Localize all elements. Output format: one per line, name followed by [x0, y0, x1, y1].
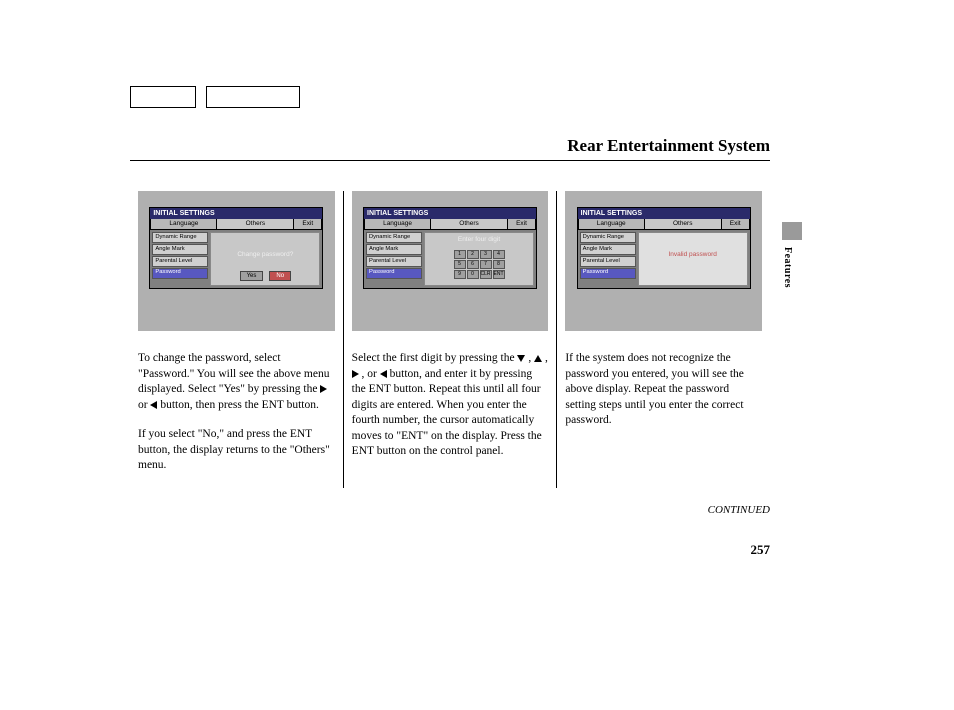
- column-1: INITIAL SETTINGS Language Others Exit Dy…: [130, 191, 343, 488]
- menu-item: Parental Level: [366, 256, 422, 267]
- screen-panel: Change password? Yes No: [210, 232, 320, 286]
- menu-item: Dynamic Range: [366, 232, 422, 243]
- tab-exit: Exit: [722, 219, 750, 230]
- screen-panel: Enter four digit 1234 5678 90CLRENT: [424, 232, 534, 286]
- col1-para2: If you select "No," and press the ENT bu…: [138, 427, 335, 474]
- text: To change the password, select "Password…: [138, 352, 329, 395]
- screen-header: INITIAL SETTINGS: [364, 208, 536, 219]
- page-number: 257: [751, 542, 771, 558]
- screenshot-3: INITIAL SETTINGS Language Others Exit Dy…: [565, 191, 762, 331]
- tab-others: Others: [431, 219, 508, 230]
- right-arrow-icon: [352, 370, 359, 378]
- column-3: INITIAL SETTINGS Language Others Exit Dy…: [556, 191, 770, 488]
- keypad-key: 4: [493, 250, 505, 259]
- menu-item: Dynamic Range: [152, 232, 208, 243]
- left-arrow-icon: [150, 401, 157, 409]
- menu-item: Dynamic Range: [580, 232, 636, 243]
- menu-item: Angle Mark: [366, 244, 422, 255]
- text: Select the first digit by pressing the: [352, 352, 518, 364]
- page-title: Rear Entertainment System: [567, 136, 770, 156]
- panel-prompt: Enter four digit: [458, 236, 500, 245]
- keypad-key: 5: [454, 260, 466, 269]
- menu-item-selected: Password: [366, 268, 422, 279]
- text: or: [138, 399, 150, 411]
- keypad-key: 6: [467, 260, 479, 269]
- screenshot-1: INITIAL SETTINGS Language Others Exit Dy…: [138, 191, 335, 331]
- keypad-key: CLR: [480, 270, 492, 279]
- tab-exit: Exit: [508, 219, 536, 230]
- left-arrow-icon: [380, 370, 387, 378]
- panel-prompt: Change password?: [237, 251, 293, 260]
- menu-item-selected: Password: [580, 268, 636, 279]
- screen-menu: Dynamic Range Angle Mark Parental Level …: [578, 230, 638, 288]
- menu-item: Angle Mark: [580, 244, 636, 255]
- panel-prompt: Invalid password: [668, 251, 716, 260]
- tab-others: Others: [645, 219, 722, 230]
- screen-header: INITIAL SETTINGS: [578, 208, 750, 219]
- menu-item: Angle Mark: [152, 244, 208, 255]
- keypad-key: 9: [454, 270, 466, 279]
- tab-language: Language: [150, 219, 217, 230]
- screenshot-2: INITIAL SETTINGS Language Others Exit Dy…: [352, 191, 549, 331]
- yes-button: Yes: [240, 271, 264, 281]
- keypad-key: 1: [454, 250, 466, 259]
- tab-exit: Exit: [294, 219, 322, 230]
- page-content: Rear Entertainment System INITIAL SETTIN…: [130, 86, 770, 488]
- screen-menu: Dynamic Range Angle Mark Parental Level …: [150, 230, 210, 288]
- text: button, and enter it by pressing the ENT…: [352, 368, 542, 458]
- header-placeholder-boxes: [130, 86, 770, 108]
- col2-para1: Select the first digit by pressing the ,…: [352, 351, 549, 460]
- column-2: INITIAL SETTINGS Language Others Exit Dy…: [343, 191, 557, 488]
- keypad: 1234 5678 90CLRENT: [454, 250, 505, 279]
- right-arrow-icon: [320, 385, 327, 393]
- col1-para1: To change the password, select "Password…: [138, 351, 335, 413]
- header-box-2: [206, 86, 300, 108]
- no-button: No: [269, 271, 291, 281]
- side-tab: [782, 222, 802, 240]
- columns: INITIAL SETTINGS Language Others Exit Dy…: [130, 191, 770, 488]
- side-section-label: Features: [782, 247, 793, 288]
- text: ,: [545, 352, 548, 364]
- tab-language: Language: [578, 219, 645, 230]
- menu-item: Parental Level: [152, 256, 208, 267]
- down-arrow-icon: [517, 355, 525, 362]
- col3-para1: If the system does not recognize the pas…: [565, 351, 762, 429]
- menu-item: Parental Level: [580, 256, 636, 267]
- screen-header: INITIAL SETTINGS: [150, 208, 322, 219]
- keypad-key: 3: [480, 250, 492, 259]
- menu-item-selected: Password: [152, 268, 208, 279]
- keypad-key: 2: [467, 250, 479, 259]
- up-arrow-icon: [534, 355, 542, 362]
- title-row: Rear Entertainment System: [130, 136, 770, 161]
- header-box-1: [130, 86, 196, 108]
- screen-menu: Dynamic Range Angle Mark Parental Level …: [364, 230, 424, 288]
- text: , or: [362, 368, 380, 380]
- keypad-key: 0: [467, 270, 479, 279]
- text: button, then press the ENT button.: [160, 399, 319, 411]
- screen-panel: Invalid password: [638, 232, 748, 286]
- keypad-key: 8: [493, 260, 505, 269]
- keypad-key: ENT: [493, 270, 505, 279]
- tab-language: Language: [364, 219, 431, 230]
- continued-label: CONTINUED: [708, 504, 770, 516]
- tab-others: Others: [217, 219, 294, 230]
- keypad-key: 7: [480, 260, 492, 269]
